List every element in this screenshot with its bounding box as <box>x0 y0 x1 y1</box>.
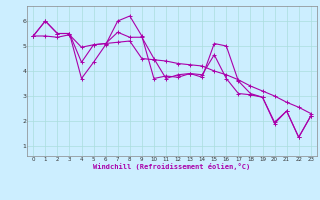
X-axis label: Windchill (Refroidissement éolien,°C): Windchill (Refroidissement éolien,°C) <box>93 163 251 170</box>
